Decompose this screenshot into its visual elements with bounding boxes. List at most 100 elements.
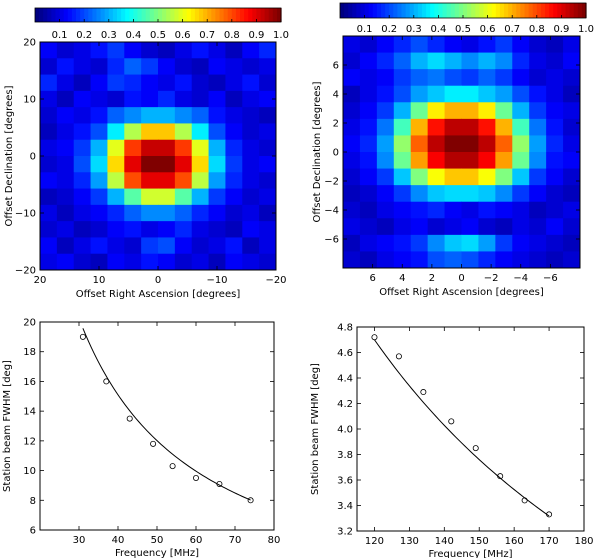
heatmap1-cell <box>191 172 210 190</box>
heatmap1-colorbar-segment <box>39 8 44 22</box>
heatmap2-cell <box>393 201 412 219</box>
heatmap1-colorbar-label: 0.7 <box>199 30 215 41</box>
heatmap2-cell <box>512 102 530 120</box>
heatmap2-cell <box>512 201 530 219</box>
heatmap2-colorbar-segment <box>389 3 394 18</box>
heatmap2-cell <box>461 251 479 269</box>
heatmap1-colorbar-segment <box>43 8 48 22</box>
heatmap1-x-tick-label: 0 <box>155 275 161 286</box>
heatmap2-cell <box>563 85 581 103</box>
heatmap2-colorbar-segment <box>426 3 431 18</box>
heatmap2-colorbar-segment <box>504 3 509 18</box>
scatter1-fit-curve <box>82 328 251 501</box>
heatmap1-cell <box>141 123 159 141</box>
heatmap1-cell <box>90 221 108 238</box>
heatmap1-colorbar-segment <box>84 8 89 22</box>
heatmap2-cell <box>444 85 462 103</box>
heatmap1-colorbar-segment <box>223 8 229 22</box>
heatmap2-colorbar-segment <box>540 3 546 18</box>
heatmap1-cell <box>174 221 193 238</box>
heatmap1-cell <box>191 253 210 271</box>
heatmap2-cell <box>343 102 361 120</box>
heatmap2-cell <box>546 69 564 87</box>
heatmap2-cell <box>563 218 581 236</box>
heatmap1-colorbar-label: 0.4 <box>125 30 141 41</box>
heatmap2-x-tick-label: −2 <box>484 273 499 284</box>
heatmap1-cell <box>158 156 176 173</box>
heatmap2-cell <box>478 52 496 70</box>
heatmap2-cell <box>427 102 446 120</box>
heatmap2-cell <box>444 168 462 186</box>
heatmap1-colorbar-segment <box>219 8 225 22</box>
heatmap2-cell <box>393 185 412 203</box>
heatmap2-cell <box>478 36 496 54</box>
heatmap2-colorbar-segment <box>364 3 370 18</box>
heatmap1-colorbar-segment <box>174 8 180 22</box>
heatmap2-colorbar-segment <box>409 3 415 18</box>
heatmap1-cell <box>208 42 226 59</box>
heatmap1-cell <box>40 107 58 124</box>
heatmap1-cell <box>73 42 92 59</box>
heatmap2-cell <box>343 36 361 54</box>
heatmap2-cell <box>343 234 361 252</box>
heatmap1-cell <box>73 237 92 255</box>
heatmap1-colorbar-label: 0.2 <box>76 30 92 41</box>
heatmap2-cell <box>359 218 378 236</box>
heatmap2-y-tick-label: 6 <box>333 61 339 72</box>
heatmap2-colorbar-segment <box>454 3 460 18</box>
heatmap1-cell <box>242 107 260 124</box>
heatmap1-cell <box>73 204 92 222</box>
heatmap2-cell <box>444 52 462 70</box>
heatmap2-cell <box>376 168 395 186</box>
scatter1-data-point <box>79 333 86 340</box>
heatmap2-colorbar-segment <box>549 3 554 18</box>
heatmap1-colorbar-segment <box>100 8 106 22</box>
heatmap1-cell <box>141 156 159 173</box>
heatmap1-colorbar-segment <box>256 8 262 22</box>
heatmap1-cell <box>208 221 226 238</box>
heatmap2-cell <box>512 185 530 203</box>
heatmap1-cell <box>242 156 260 173</box>
heatmap2-colorbar-segment <box>520 3 526 18</box>
heatmap1-colorbar-segment <box>88 8 93 22</box>
heatmap1-colorbar-segment <box>162 8 167 22</box>
scatter1-xlabel: Frequency [MHz] <box>115 548 199 558</box>
heatmap1-cell <box>158 172 176 190</box>
heatmap2-cell <box>546 251 564 269</box>
heatmap2-cell <box>512 118 530 136</box>
heatmap2-cell <box>495 36 513 54</box>
heatmap1-colorbar-segment <box>272 8 278 22</box>
heatmap1-cell <box>158 188 176 206</box>
heatmap2-colorbar-segment <box>393 3 398 18</box>
heatmap1-cell <box>191 139 210 157</box>
heatmap1-cell <box>56 253 75 271</box>
heatmap1-cell <box>56 156 75 173</box>
heatmap1-cell <box>56 42 75 59</box>
heatmap1-cell <box>208 204 226 222</box>
heatmap1-cell <box>225 204 243 222</box>
heatmap2-colorbar-segment <box>479 3 485 18</box>
heatmap1-cell <box>90 123 108 141</box>
scatter1-frame <box>39 321 275 531</box>
heatmap1-cell <box>191 74 210 92</box>
scatter2-data-point <box>497 473 504 480</box>
heatmap1-colorbar-segment <box>59 8 65 22</box>
scatter1-data-point <box>103 378 110 385</box>
heatmap2-cell <box>495 85 513 103</box>
heatmap2-cell <box>529 152 547 170</box>
heatmap1-cell <box>158 221 176 238</box>
heatmap1-cell <box>208 74 226 92</box>
heatmap2-cell <box>529 201 547 219</box>
scatter2-y-tick-label: 3.8 <box>337 450 353 461</box>
heatmap2-cell <box>376 152 395 170</box>
heatmap1-cell <box>141 172 159 190</box>
heatmap1-cell <box>174 172 193 190</box>
heatmap1-cell <box>40 188 58 206</box>
heatmap1-colorbar-segment <box>153 8 159 22</box>
heatmap2-cell <box>495 102 513 120</box>
heatmap1-colorbar-segment <box>276 8 282 22</box>
heatmap1-cell <box>191 90 210 108</box>
heatmap1-colorbar-segment <box>129 8 134 22</box>
heatmap2-cell <box>461 152 479 170</box>
heatmap1-cell <box>56 107 75 124</box>
